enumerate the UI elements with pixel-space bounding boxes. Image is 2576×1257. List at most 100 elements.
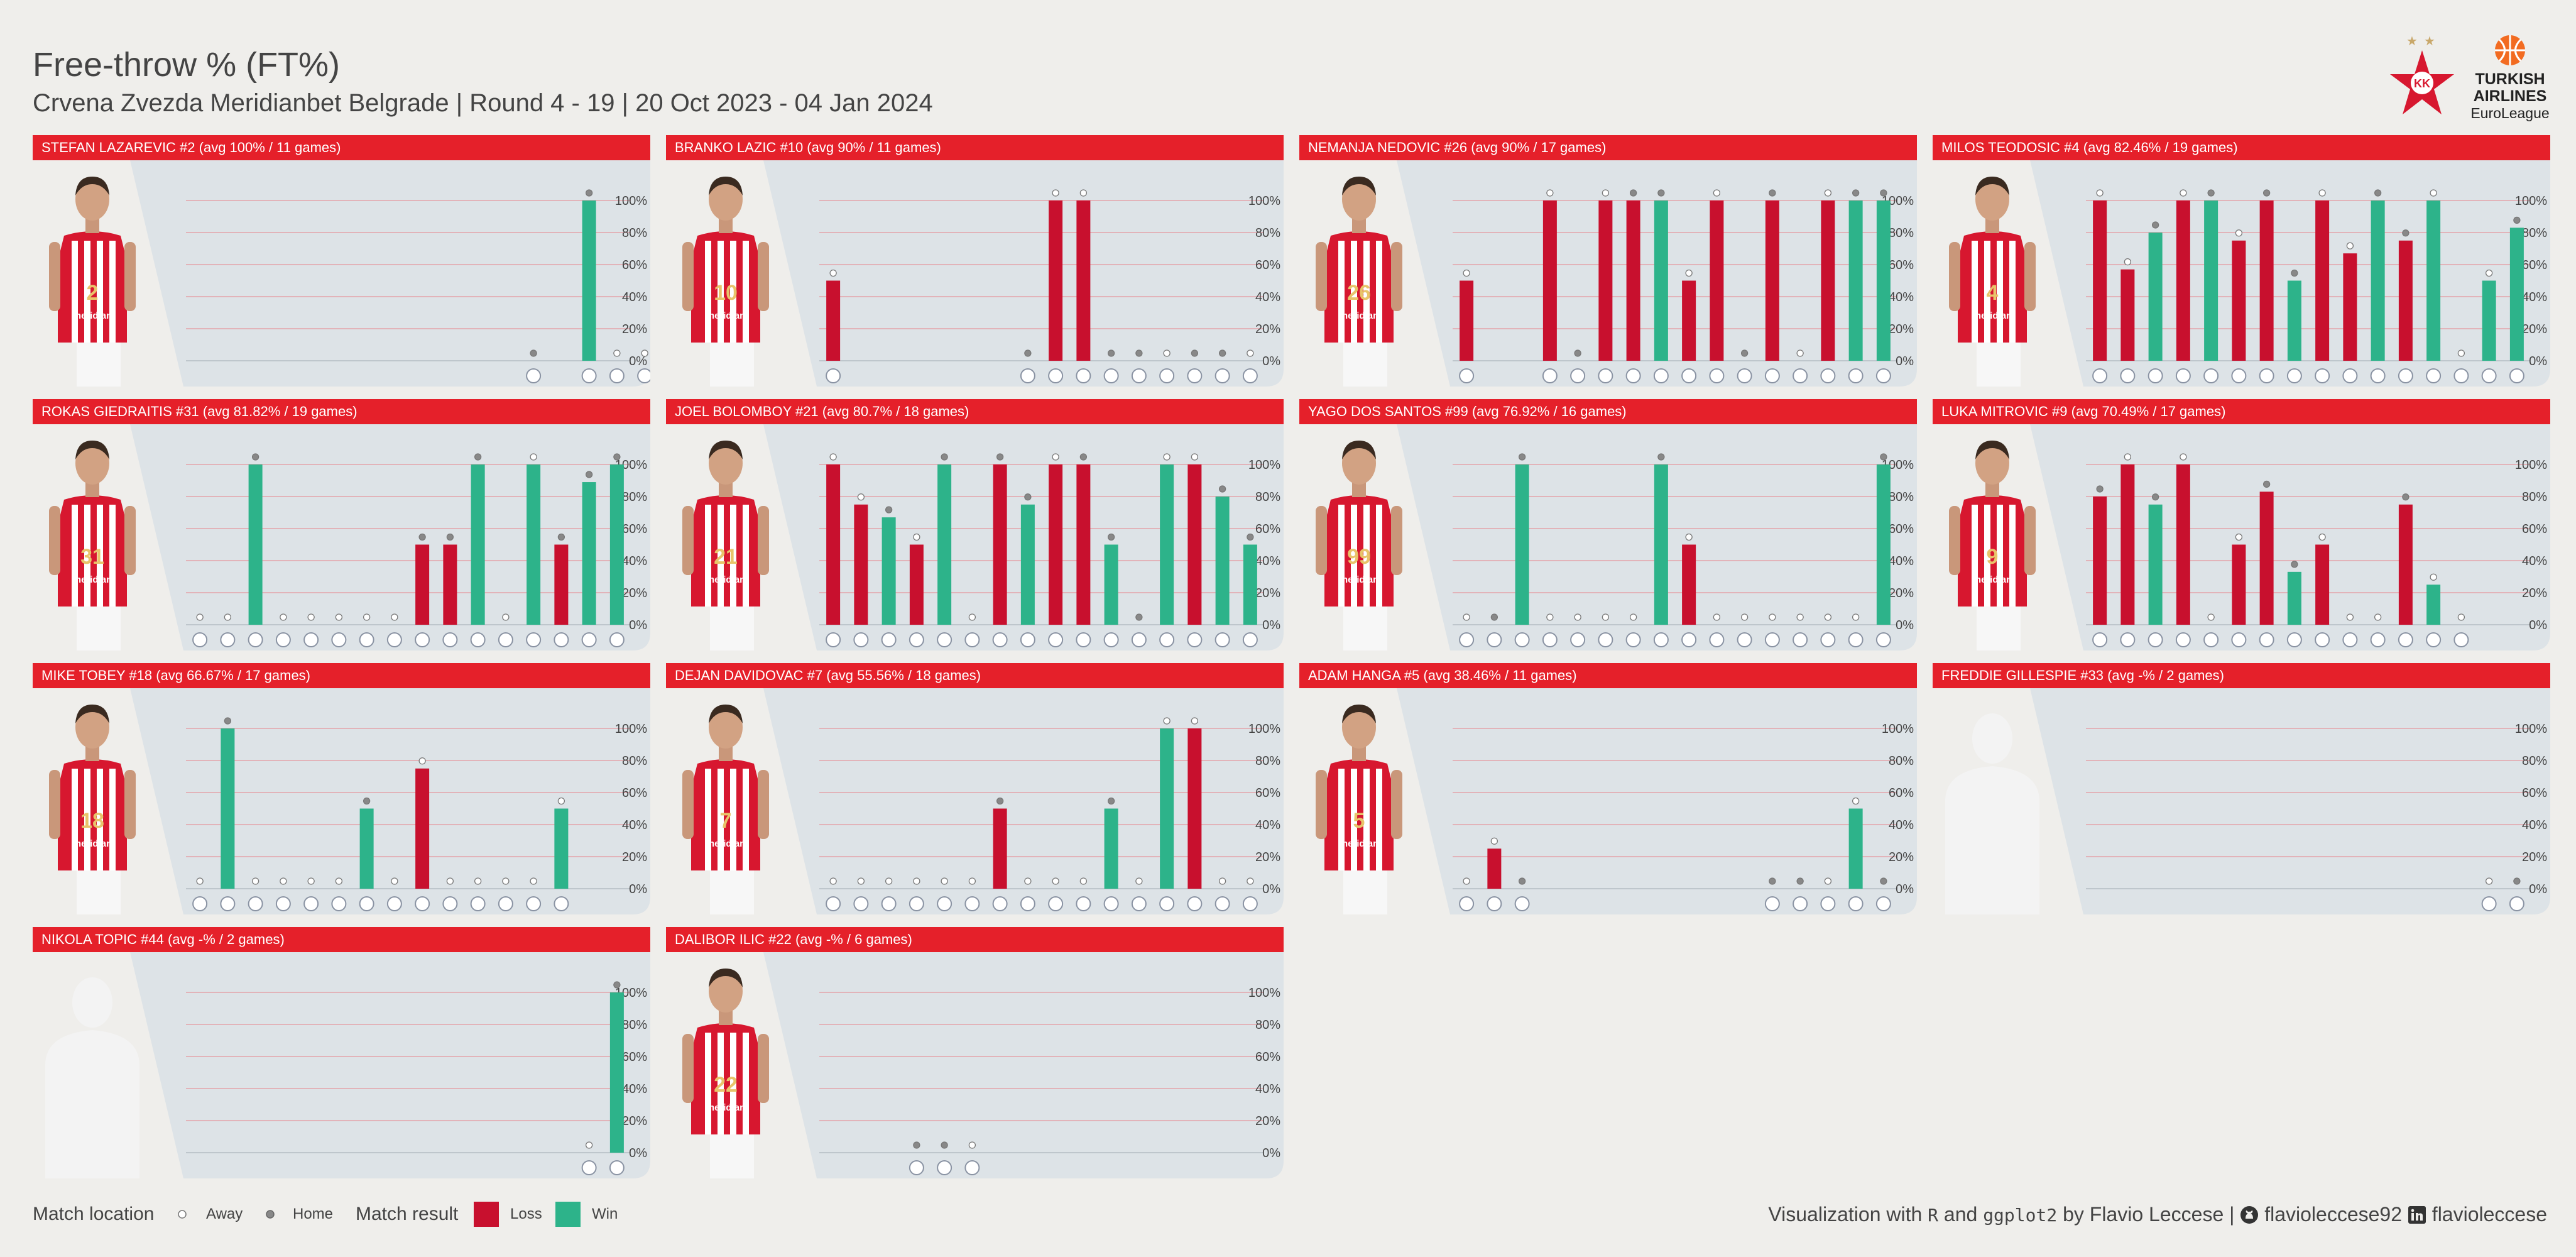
player-arm (1391, 770, 1402, 839)
opponent-logo-icon (1076, 896, 1091, 911)
game-bar (2371, 200, 2385, 361)
opponent-logo-icon (1103, 368, 1119, 383)
player-figure: 21 meridian (682, 441, 769, 650)
jersey-number: 31 (80, 545, 104, 569)
opponent-logo-icon (1820, 896, 1836, 911)
player-figure: 4 meridian (1949, 177, 2036, 387)
jersey-stripe (730, 1033, 736, 1134)
linkedin-icon[interactable] (2408, 1205, 2426, 1224)
player-arm (124, 242, 136, 311)
opponent-logo-icon (470, 896, 486, 911)
club-initials: KK (2414, 77, 2430, 90)
location-marker (1218, 349, 1226, 357)
opponent-logo-icon (2120, 632, 2136, 647)
linkedin-handle[interactable]: flavioleccese (2426, 1203, 2547, 1226)
opponent-logo-icon (386, 896, 402, 911)
game-bar (609, 464, 624, 625)
panel-body: 0% 20% 40% 60% 80% 100% (33, 952, 650, 1178)
location-marker (1052, 877, 1059, 885)
y-tick-label: 80% (622, 490, 647, 504)
opponent-logo-icon (2509, 896, 2524, 911)
jersey-stripe (84, 505, 90, 607)
opponent-logo-icon (220, 896, 236, 911)
credit-and: and (1938, 1203, 1984, 1226)
panel-title: NEMANJA NEDOVIC #26 (avg 90% / 17 games) (1299, 135, 1917, 160)
opponent-logo-icon (386, 632, 402, 647)
player-arm (124, 506, 136, 575)
player-hair (1975, 177, 2009, 195)
player-shorts (77, 863, 121, 914)
jersey-stripe (1972, 505, 1978, 607)
opponent-logo-icon (2398, 368, 2413, 383)
y-tick-label: 20% (622, 586, 647, 600)
y-tick-label: 0% (1896, 882, 1914, 896)
y-tick-label: 100% (1248, 722, 1280, 736)
opponent-logo-icon (1020, 632, 1035, 647)
github-handle[interactable]: flavioleccese92 (2259, 1203, 2408, 1226)
location-marker (1574, 349, 1581, 357)
player-head (1975, 178, 2009, 221)
player-hair (1342, 441, 1376, 459)
y-tick-label: 60% (2522, 786, 2547, 800)
game-bar (415, 768, 430, 889)
y-tick-label: 60% (1255, 1050, 1280, 1064)
jersey-sponsor: meridian (1340, 310, 1379, 321)
location-marker (996, 453, 1004, 461)
panel-body: 0% 20% 40% 60% 80% 100% 10 meridian (666, 160, 1284, 387)
location-marker (2096, 485, 2104, 493)
player-shorts (77, 599, 121, 650)
location-marker (1574, 613, 1581, 621)
y-tick-label: 60% (622, 258, 647, 272)
github-icon[interactable] (2240, 1205, 2259, 1224)
player-arm (49, 506, 60, 575)
location-marker (391, 877, 398, 885)
player-figure: 18 meridian (49, 705, 136, 914)
player-figure: 99 meridian (1316, 441, 1402, 650)
game-bar (2315, 200, 2330, 361)
location-marker (1191, 349, 1199, 357)
location-marker (2235, 533, 2243, 541)
player-panel: DALIBOR ILIC #22 (avg -% / 6 games) 0% 20%… (666, 927, 1284, 1178)
y-tick-label: 0% (1262, 882, 1280, 896)
location-marker (1247, 349, 1254, 357)
page-subtitle: Crvena Zvezda Meridianbet Belgrade | Rou… (33, 89, 933, 117)
opponent-logo-icon (1131, 368, 1147, 383)
location-marker (446, 533, 454, 541)
y-tick-label: 60% (1889, 786, 1914, 800)
opponent-logo-icon (2175, 632, 2191, 647)
y-tick-label: 80% (1889, 754, 1914, 768)
game-bar (582, 482, 596, 625)
credit-by: by Flavio Leccese | (2057, 1203, 2240, 1226)
opponent-logo-icon (581, 632, 597, 647)
y-tick-label: 80% (1255, 754, 1280, 768)
y-tick-label: 80% (1889, 490, 1914, 504)
jersey-number: 10 (714, 281, 738, 305)
jersey-sponsor: meridian (1973, 310, 2012, 321)
player-shorts (710, 599, 754, 650)
location-marker (2430, 189, 2437, 197)
location-marker (829, 877, 837, 885)
location-marker (1052, 453, 1059, 461)
panel-body: 0% 20% 40% 60% 80% 100% 7 meridian (666, 688, 1284, 914)
opponent-logo-icon (2342, 368, 2358, 383)
panel-chart: 0%20%40%60%80%100% (33, 952, 650, 1178)
opponent-logo-icon (909, 632, 924, 647)
opponent-logo-icon (964, 896, 980, 911)
game-bar (2426, 200, 2441, 361)
panel-body: 0% 20% 40% 60% 80% 100% (1933, 688, 2550, 914)
game-bar (1104, 544, 1118, 625)
jersey-stripe (109, 769, 116, 870)
player-hair (75, 441, 109, 459)
y-tick-label: 40% (1255, 1082, 1280, 1096)
y-tick-label: 40% (2522, 818, 2547, 832)
y-tick-label: 80% (622, 1018, 647, 1032)
y-tick-label: 80% (622, 226, 647, 240)
legend-away-label: Away (206, 1205, 243, 1222)
game-bar (554, 808, 569, 889)
player-hair (1342, 705, 1376, 723)
y-tick-label: 60% (2522, 258, 2547, 272)
opponent-logo-icon (937, 632, 952, 647)
location-marker (418, 533, 426, 541)
location-marker (1713, 189, 1721, 197)
y-tick-label: 40% (622, 554, 647, 568)
